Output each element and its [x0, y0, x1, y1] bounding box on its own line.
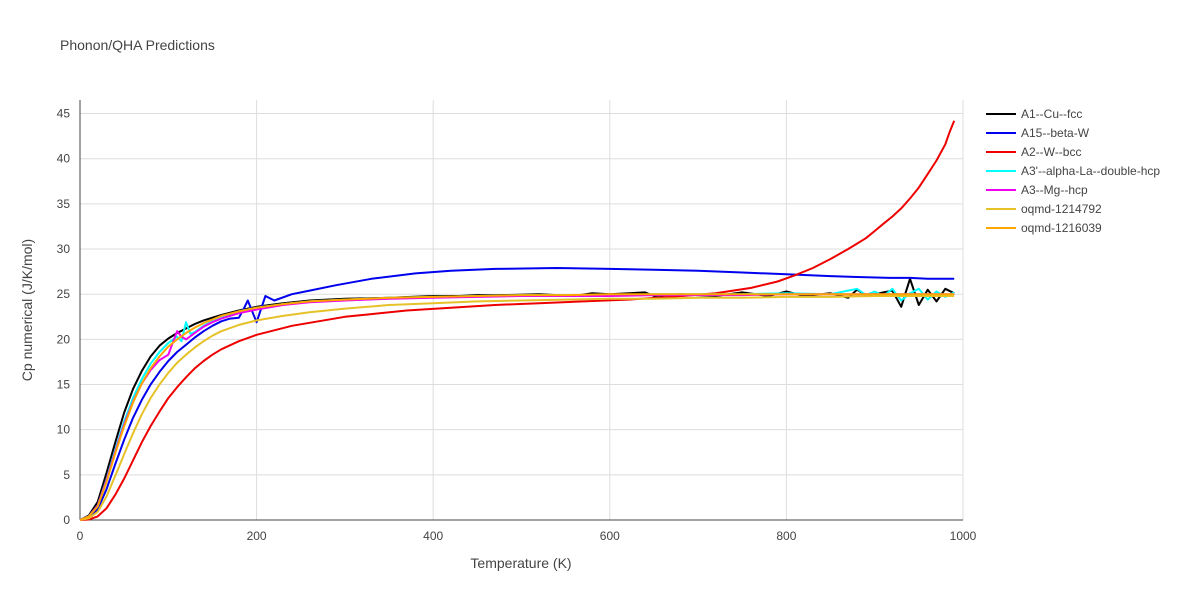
series-line-3	[79, 120, 956, 521]
y-tick-label: 45	[57, 107, 71, 121]
series-line-6	[79, 295, 955, 521]
legend: A1--Cu--fcc A15--beta-W A2--W--bcc A3'--alp…	[986, 107, 1160, 235]
y-tick-label: 40	[57, 152, 71, 166]
x-axis-title: Temperature (K)	[470, 555, 571, 571]
y-tick-label: 10	[57, 423, 71, 437]
x-tick-label: 600	[600, 529, 620, 543]
x-tick-label: 400	[423, 529, 443, 543]
y-tick-label: 30	[57, 242, 71, 256]
legend-label[interactable]: A3'--alpha-La--double-hcp	[1021, 164, 1160, 178]
y-tick-label: 25	[57, 287, 71, 301]
y-tick-label: 0	[63, 513, 70, 527]
y-tick-label: 15	[57, 378, 71, 392]
axes	[79, 100, 963, 521]
legend-label[interactable]: A3--Mg--hcp	[1021, 183, 1088, 197]
chart-title: Phonon/QHA Predictions	[60, 37, 215, 53]
y-tick-label: 5	[63, 468, 70, 482]
legend-label[interactable]: A1--Cu--fcc	[1021, 107, 1082, 121]
x-tick-label: 800	[776, 529, 796, 543]
y-axis-title: Cp numerical (J/K/mol)	[19, 239, 35, 381]
legend-label[interactable]: oqmd-1214792	[1021, 202, 1102, 216]
legend-label[interactable]: A2--W--bcc	[1021, 145, 1081, 159]
y-tick-label: 20	[57, 332, 71, 346]
x-tick-label: 1000	[950, 529, 977, 543]
plot-area	[79, 120, 956, 521]
x-tick-label: 200	[247, 529, 267, 543]
series-line-7	[79, 293, 955, 521]
y-tick-label: 35	[57, 197, 71, 211]
legend-label[interactable]: A15--beta-W	[1021, 126, 1090, 140]
x-tick-label: 0	[77, 529, 84, 543]
tick-labels: 0 5 10 15 20 25 30 35 40 45 0 200 400 600 800 1000	[57, 107, 977, 543]
legend-label[interactable]: oqmd-1216039	[1021, 221, 1102, 235]
